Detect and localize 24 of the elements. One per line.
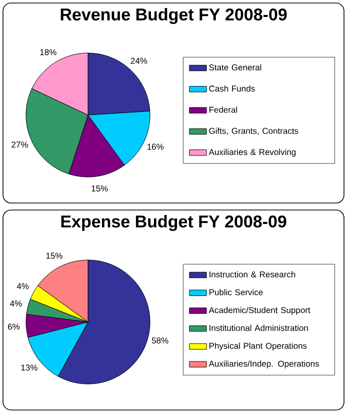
data-label: 15% (46, 252, 62, 259)
data-label: 24% (130, 58, 148, 64)
legend-label: Instruction & Research (210, 271, 296, 278)
legend-label: State General (209, 64, 262, 70)
data-label: 58% (152, 337, 168, 344)
legend-label: Auxiliaries/Indep. Operations (208, 360, 319, 368)
legend-label: Academic/Student Support (208, 306, 310, 315)
legend-label: Auxiliaries & Revolving (208, 148, 296, 157)
legend-label: Physical Plant Operations (209, 342, 307, 351)
data-label: 16% (147, 144, 164, 150)
data-label: 15% (92, 185, 108, 192)
legend-label: Institutional Administration (210, 324, 308, 331)
legend-label: Cash Funds (209, 85, 255, 92)
data-label: 4% (16, 283, 29, 290)
legend-label: Public Service (209, 289, 263, 296)
data-label: 4% (10, 300, 22, 306)
data-label: 6% (8, 324, 20, 330)
data-label: 13% (21, 364, 38, 371)
legend-label: Gifts, Grants, Contracts (209, 128, 298, 135)
data-label: 27% (12, 142, 28, 148)
chart-title: Expense Budget FY 2008-09 (61, 215, 286, 231)
chart-title: Revenue Budget FY 2008-09 (60, 8, 287, 24)
data-label: 18% (40, 49, 56, 56)
legend-label: Federal (209, 106, 237, 113)
